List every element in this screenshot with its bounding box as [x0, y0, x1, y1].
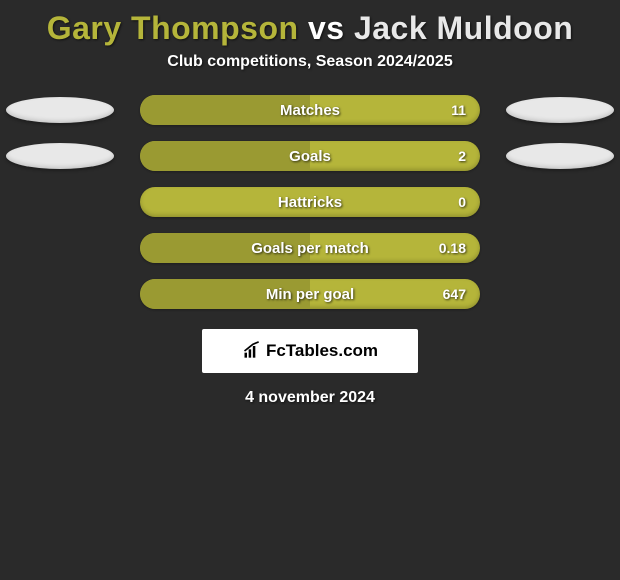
subtitle: Club competitions, Season 2024/2025 — [0, 53, 620, 95]
stat-row: Goals per match 0.18 — [0, 233, 620, 263]
player2-ellipse — [506, 97, 614, 123]
stat-bar: Matches 11 — [140, 95, 480, 125]
player1-name: Gary Thompson — [47, 10, 299, 46]
stat-bar-fill — [140, 141, 310, 171]
vs-text: vs — [308, 10, 345, 46]
stat-label: Goals per match — [251, 240, 369, 257]
stat-label: Hattricks — [278, 194, 342, 211]
stat-row: Matches 11 — [0, 95, 620, 125]
logo-text: FcTables.com — [266, 341, 378, 361]
stat-bar: Min per goal 647 — [140, 279, 480, 309]
stat-label: Min per goal — [266, 286, 354, 303]
player2-name: Jack Muldoon — [354, 10, 573, 46]
stat-label: Goals — [289, 148, 331, 165]
stats-container: Matches 11 Goals 2 Hattricks 0 Goals per match… — [0, 95, 620, 309]
stat-value: 0.18 — [439, 240, 466, 256]
stat-value: 11 — [451, 102, 466, 118]
stat-label: Matches — [280, 102, 340, 119]
stat-value: 2 — [458, 148, 466, 164]
player1-ellipse — [6, 143, 114, 169]
stat-value: 0 — [458, 194, 466, 210]
stat-value: 647 — [443, 286, 466, 302]
stat-row: Goals 2 — [0, 141, 620, 171]
date-line: 4 november 2024 — [0, 373, 620, 407]
comparison-title: Gary Thompson vs Jack Muldoon — [0, 0, 620, 53]
logo-box: FcTables.com — [202, 329, 418, 373]
player1-ellipse — [6, 97, 114, 123]
stat-row: Hattricks 0 — [0, 187, 620, 217]
stat-bar: Hattricks 0 — [140, 187, 480, 217]
stat-bar: Goals per match 0.18 — [140, 233, 480, 263]
stat-row: Min per goal 647 — [0, 279, 620, 309]
chart-icon — [242, 341, 262, 361]
stat-bar: Goals 2 — [140, 141, 480, 171]
player2-ellipse — [506, 143, 614, 169]
